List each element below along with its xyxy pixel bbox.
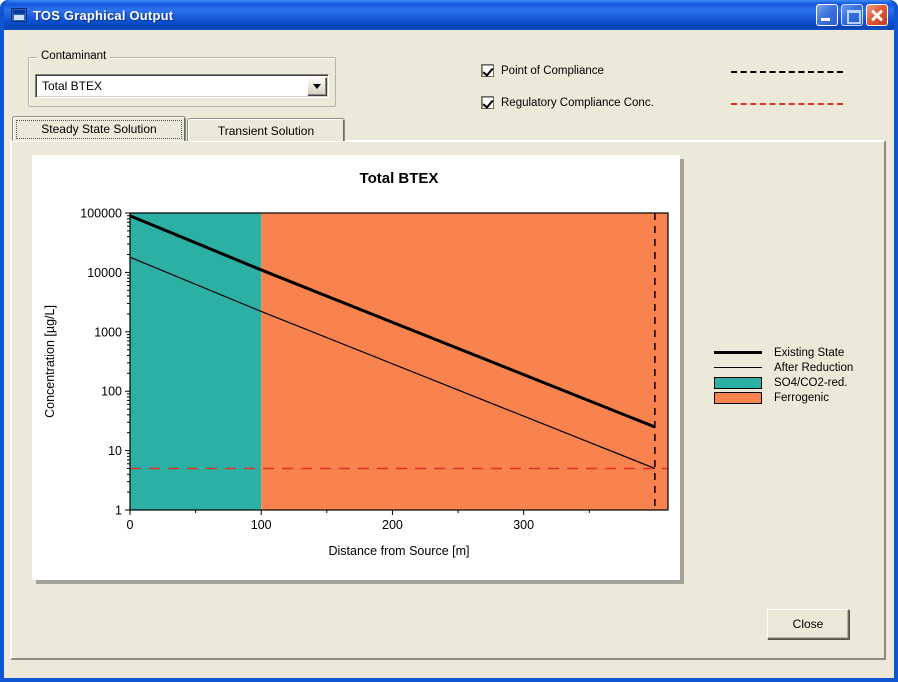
series-after-reduction (129, 256, 656, 470)
title-bar[interactable]: TOS Graphical Output (4, 0, 894, 30)
x-tick-label: 200 (382, 518, 403, 532)
tab-label: Steady State Solution (41, 122, 157, 136)
y-axis-label: Concentration [µg/L] (43, 305, 57, 418)
dialog-client-area: Contaminant Total BTEX Point of Complian… (4, 30, 894, 678)
regulatory-conc-checkbox[interactable] (481, 96, 494, 109)
contaminant-groupbox: Contaminant Total BTEX (28, 50, 336, 107)
legend-item: After Reduction (714, 360, 886, 375)
chart-panel: 0 100 200 300 1 10 100 1000 10000 100000 Total BTE… (32, 155, 680, 580)
minimize-button[interactable] (816, 4, 838, 26)
legend-sample-swatch (714, 391, 762, 404)
regulatory-conc-row: Regulatory Compliance Conc. (481, 96, 654, 109)
series-existing-state (129, 214, 656, 429)
regulatory-conc-line-sample (731, 103, 843, 105)
chart-title: Total BTEX (360, 170, 439, 187)
zone-so4-co2-red- (130, 213, 262, 510)
legend-item: SO4/CO2-red. (714, 375, 886, 390)
y-tick-label: 10000 (87, 266, 122, 280)
legend-label: Existing State (774, 346, 845, 359)
zone-ferrogenic (261, 213, 668, 510)
legend-item: Existing State (714, 345, 886, 360)
x-axis-label: Distance from Source [m] (328, 544, 469, 558)
maximize-button[interactable] (841, 4, 863, 26)
legend-label: Ferrogenic (774, 391, 829, 404)
contaminant-group-label: Contaminant (37, 50, 111, 62)
legend-item: Ferrogenic (714, 390, 886, 405)
point-of-compliance-line-sample (731, 71, 843, 73)
legend-label: After Reduction (774, 361, 854, 374)
regulatory-conc-label: Regulatory Compliance Conc. (501, 96, 654, 109)
contaminant-combobox[interactable]: Total BTEX (35, 74, 329, 98)
point-of-compliance-checkbox[interactable] (481, 64, 494, 77)
x-tick-label: 300 (513, 518, 534, 532)
tab-label: Transient Solution (217, 124, 315, 138)
chart-legend: Existing State After Reduction SO4/CO2-red… (714, 345, 886, 405)
y-tick-label: 1000 (94, 325, 122, 339)
tab-transient-solution[interactable]: Transient Solution (187, 118, 345, 141)
tab-focus-rect (16, 120, 182, 139)
app-icon (11, 8, 27, 22)
x-tick-label: 0 (127, 518, 134, 532)
tab-steady-state-solution[interactable]: Steady State Solution (12, 116, 186, 141)
close-window-button[interactable] (866, 4, 888, 26)
legend-sample-swatch (714, 376, 762, 389)
y-tick-label: 10 (108, 444, 122, 458)
combobox-dropdown-button[interactable] (307, 77, 326, 95)
close-button[interactable]: Close (767, 609, 849, 639)
y-tick-label: 1 (115, 504, 122, 518)
x-tick-label: 100 (251, 518, 272, 532)
legend-sample-thick-line (714, 351, 762, 354)
point-of-compliance-row: Point of Compliance (481, 64, 604, 77)
contaminant-selected-value: Total BTEX (42, 79, 103, 93)
plot-border (129, 212, 669, 511)
y-tick-label: 100000 (80, 207, 122, 221)
chart-canvas: 0 100 200 300 1 10 100 1000 10000 100000 Total BTE… (43, 170, 669, 558)
y-tick-label: 100 (101, 385, 122, 399)
legend-sample-thin-line (714, 367, 762, 368)
point-of-compliance-label: Point of Compliance (501, 64, 604, 77)
chevron-down-icon (312, 83, 321, 89)
steady-state-tab-page: 0 100 200 300 1 10 100 1000 10000 100000 Total BTE… (10, 140, 886, 660)
legend-label: SO4/CO2-red. (774, 376, 848, 389)
window-title: TOS Graphical Output (33, 7, 174, 23)
